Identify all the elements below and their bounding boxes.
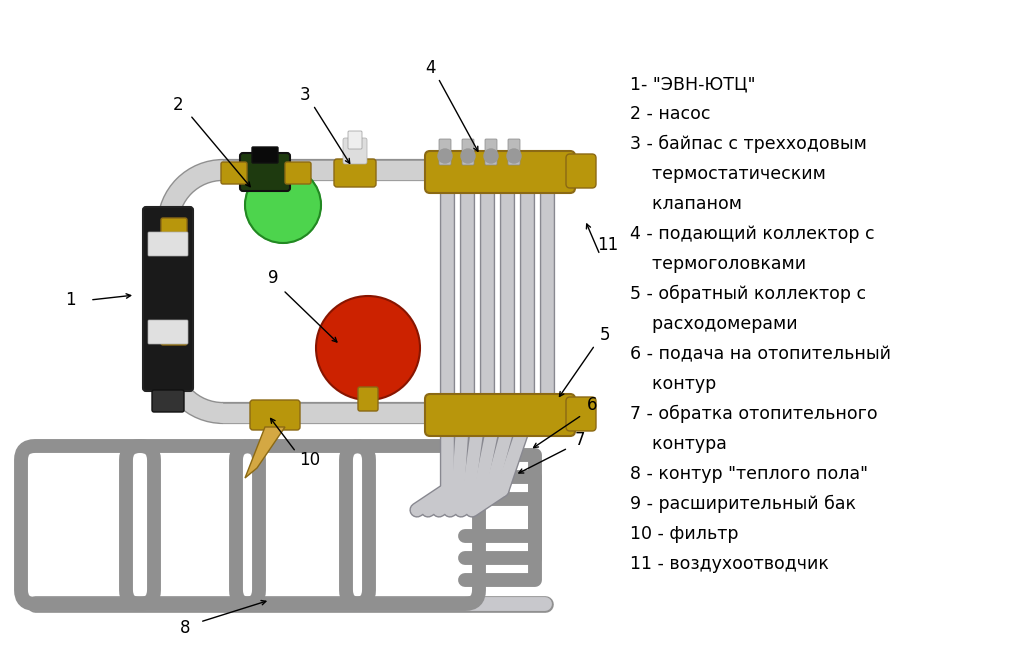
FancyBboxPatch shape bbox=[462, 139, 474, 165]
Text: клапаном: клапаном bbox=[630, 195, 742, 213]
Text: 10: 10 bbox=[299, 451, 321, 469]
Text: 11: 11 bbox=[597, 236, 618, 254]
FancyBboxPatch shape bbox=[425, 151, 575, 193]
FancyBboxPatch shape bbox=[250, 400, 300, 430]
Text: 7: 7 bbox=[574, 431, 586, 449]
Text: 4 - подающий коллектор с: 4 - подающий коллектор с bbox=[630, 225, 874, 243]
FancyBboxPatch shape bbox=[348, 131, 362, 149]
FancyBboxPatch shape bbox=[252, 147, 278, 163]
FancyBboxPatch shape bbox=[285, 162, 311, 184]
FancyBboxPatch shape bbox=[485, 139, 497, 165]
FancyBboxPatch shape bbox=[566, 397, 596, 431]
Text: 5: 5 bbox=[600, 326, 610, 344]
FancyBboxPatch shape bbox=[508, 139, 520, 165]
FancyBboxPatch shape bbox=[143, 207, 193, 391]
Text: 9 - расширительный бак: 9 - расширительный бак bbox=[630, 495, 856, 513]
FancyBboxPatch shape bbox=[161, 218, 187, 242]
Text: 2 - насос: 2 - насос bbox=[630, 105, 711, 123]
Text: 6: 6 bbox=[587, 396, 597, 414]
Circle shape bbox=[484, 149, 498, 163]
Circle shape bbox=[316, 296, 420, 400]
FancyBboxPatch shape bbox=[240, 153, 290, 191]
FancyBboxPatch shape bbox=[221, 162, 247, 184]
FancyBboxPatch shape bbox=[439, 139, 451, 165]
Text: 1- "ЭВН-ЮТЦ": 1- "ЭВН-ЮТЦ" bbox=[630, 75, 756, 93]
Text: 3 - байпас с трехходовым: 3 - байпас с трехходовым bbox=[630, 135, 867, 154]
Circle shape bbox=[245, 167, 321, 243]
Circle shape bbox=[461, 149, 475, 163]
Text: 10 - фильтр: 10 - фильтр bbox=[630, 525, 738, 543]
Text: 3: 3 bbox=[300, 86, 310, 104]
Polygon shape bbox=[245, 427, 285, 478]
FancyBboxPatch shape bbox=[343, 138, 367, 164]
Text: термостатическим: термостатическим bbox=[630, 165, 826, 183]
Text: 1: 1 bbox=[65, 291, 76, 309]
FancyBboxPatch shape bbox=[161, 321, 187, 345]
FancyBboxPatch shape bbox=[148, 232, 188, 256]
Circle shape bbox=[507, 149, 521, 163]
Text: 8 - контур "теплого пола": 8 - контур "теплого пола" bbox=[630, 465, 868, 483]
FancyBboxPatch shape bbox=[334, 159, 376, 187]
Text: 2: 2 bbox=[173, 96, 183, 114]
FancyBboxPatch shape bbox=[152, 390, 184, 412]
FancyBboxPatch shape bbox=[566, 154, 596, 188]
Text: термоголовками: термоголовками bbox=[630, 255, 806, 273]
Text: 7 - обратка отопительного: 7 - обратка отопительного bbox=[630, 405, 878, 423]
Text: контура: контура bbox=[630, 435, 727, 453]
Text: контур: контур bbox=[630, 375, 716, 393]
Text: 11 - воздухоотводчик: 11 - воздухоотводчик bbox=[630, 555, 828, 573]
Text: 5 - обратный коллектор с: 5 - обратный коллектор с bbox=[630, 285, 866, 303]
Text: 9: 9 bbox=[267, 269, 279, 287]
Circle shape bbox=[438, 149, 452, 163]
Text: расходомерами: расходомерами bbox=[630, 315, 798, 333]
Text: 6 - подача на отопительный: 6 - подача на отопительный bbox=[630, 345, 891, 363]
Text: 4: 4 bbox=[425, 59, 435, 77]
Text: 8: 8 bbox=[180, 619, 190, 637]
FancyBboxPatch shape bbox=[425, 394, 575, 436]
FancyBboxPatch shape bbox=[148, 320, 188, 344]
FancyBboxPatch shape bbox=[358, 387, 378, 411]
